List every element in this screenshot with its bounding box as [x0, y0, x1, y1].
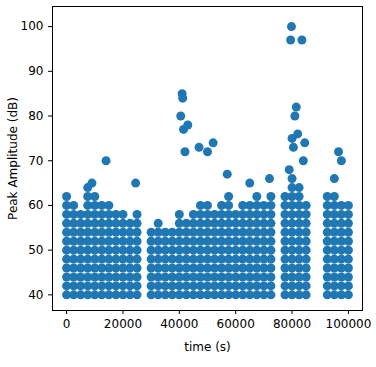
svg-text:50: 50 — [28, 243, 43, 257]
svg-text:100: 100 — [21, 19, 44, 33]
svg-text:60000: 60000 — [217, 317, 255, 331]
svg-text:80: 80 — [28, 109, 43, 123]
svg-text:20000: 20000 — [104, 317, 142, 331]
svg-text:60: 60 — [28, 198, 43, 212]
svg-text:0: 0 — [63, 317, 71, 331]
svg-text:Peak Amplitude (dB): Peak Amplitude (dB) — [6, 97, 20, 220]
svg-text:time (s): time (s) — [184, 340, 231, 354]
svg-text:40000: 40000 — [160, 317, 198, 331]
svg-text:70: 70 — [28, 154, 43, 168]
svg-text:100000: 100000 — [326, 317, 372, 331]
svg-text:40: 40 — [28, 288, 43, 302]
svg-text:90: 90 — [28, 64, 43, 78]
svg-text:80000: 80000 — [273, 317, 311, 331]
